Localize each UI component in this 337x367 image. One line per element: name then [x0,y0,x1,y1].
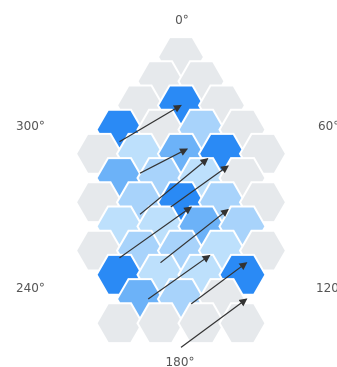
arrow-1 [119,104,182,143]
hex-cell-empty [136,302,185,345]
arrow-5 [119,206,193,259]
label-180-deg: 180° [166,355,195,367]
label-60-deg: 60° [318,119,337,133]
arrow-6 [160,208,229,264]
hex-cell-empty [95,302,144,345]
arrow-3 [139,148,189,174]
hex-grid [74,36,288,345]
arrow-8 [190,262,248,305]
arrow-7 [147,254,211,300]
arrow-4 [170,165,229,208]
label-0-deg: 0° [175,13,189,27]
arrow-9 [180,298,248,348]
label-300-deg: 300° [16,119,45,133]
hex-cell-empty [177,302,226,345]
hex-cell-empty [218,302,267,345]
label-240-deg: 240° [16,281,45,295]
label-120-deg: 120 [316,281,337,295]
arrow-group [119,104,248,348]
arrow-2 [139,158,209,215]
